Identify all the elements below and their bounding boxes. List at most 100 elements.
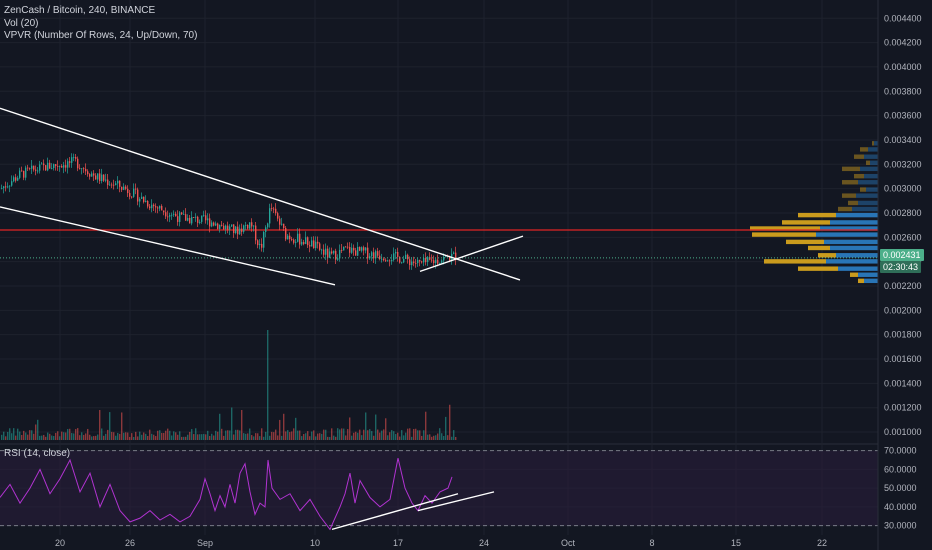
- candle-body: [201, 215, 203, 222]
- volume-bar: [135, 431, 137, 440]
- vpvr-up-bar: [836, 212, 878, 218]
- volume-bar: [343, 428, 345, 440]
- candle-body: [365, 247, 367, 251]
- candle-body: [351, 247, 353, 253]
- price-tick-label: 0.001400: [884, 378, 922, 388]
- volume-bar: [23, 430, 25, 440]
- volume-bar: [213, 435, 215, 440]
- volume-bar: [339, 429, 341, 440]
- last-price-tag: 0.002431: [880, 249, 924, 261]
- rsi-tick-label: 30.0000: [884, 521, 917, 531]
- volume-bar: [107, 429, 109, 440]
- candle-body: [453, 252, 455, 254]
- candle-body: [17, 177, 19, 181]
- volume-bar: [295, 417, 297, 440]
- candle-body: [107, 179, 109, 186]
- volume-bar: [103, 435, 105, 440]
- price-tick-label: 0.004400: [884, 13, 922, 23]
- volume-bar: [65, 432, 67, 440]
- candle-body: [259, 243, 261, 246]
- candle-body: [149, 206, 151, 209]
- volume-bar: [149, 429, 151, 440]
- candle-body: [219, 224, 221, 229]
- candle-body: [125, 186, 127, 189]
- volume-bar: [191, 429, 193, 440]
- volume-bar: [453, 430, 455, 440]
- candle-body: [255, 225, 257, 241]
- vpvr-down-bar: [818, 253, 836, 258]
- volume-bar: [125, 432, 127, 440]
- candle-body: [435, 259, 437, 264]
- candle-body: [205, 215, 207, 221]
- volume-bar: [385, 418, 387, 440]
- vpvr-down-bar: [782, 220, 830, 225]
- candle-body: [381, 258, 383, 260]
- vpvr-down-bar: [798, 212, 836, 218]
- time-tick-label: Sep: [197, 538, 213, 548]
- price-tick-label: 0.001600: [884, 354, 922, 364]
- symbol-title[interactable]: ZenCash / Bitcoin, 240, BINANCE: [4, 5, 156, 16]
- volume-bar: [155, 436, 157, 440]
- volume-bar: [237, 429, 239, 440]
- candle-body: [223, 225, 225, 230]
- volume-bar: [177, 434, 179, 440]
- volume-bar: [357, 432, 359, 440]
- vpvr-down-bar: [854, 173, 864, 179]
- volume-bar: [359, 429, 361, 440]
- volume-bar: [133, 436, 135, 440]
- candle-body: [181, 212, 183, 215]
- volume-bar: [83, 434, 85, 440]
- price-trendline: [419, 235, 524, 273]
- volume-bar: [297, 430, 299, 440]
- candle-body: [29, 168, 31, 170]
- candle-body: [263, 232, 265, 248]
- volume-bar: [387, 435, 389, 440]
- volume-bar: [301, 436, 303, 440]
- volume-bar: [349, 417, 351, 440]
- volume-bar: [43, 434, 45, 440]
- volume-bar: [411, 436, 413, 440]
- volume-bar: [353, 432, 355, 440]
- candle-body: [209, 218, 211, 227]
- volume-bar: [231, 407, 233, 440]
- vpvr-legend[interactable]: VPVR (Number Of Rows, 24, Up/Down, 70): [4, 30, 198, 41]
- candle-body: [353, 247, 355, 251]
- volume-bar: [311, 431, 313, 440]
- vpvr-down-bar: [842, 166, 860, 172]
- candle-body: [45, 165, 47, 171]
- volume-bar: [443, 435, 445, 440]
- candle-body: [439, 262, 441, 264]
- candle-body: [437, 259, 439, 264]
- volume-bar: [249, 428, 251, 440]
- candle-body: [123, 186, 125, 190]
- rsi-legend[interactable]: RSI (14, close): [4, 448, 71, 459]
- candle-body: [69, 161, 71, 163]
- candle-body: [19, 170, 21, 178]
- volume-bar: [363, 429, 365, 440]
- volume-bar: [347, 429, 349, 440]
- volume-bar: [241, 410, 243, 440]
- volume-bar: [239, 430, 241, 440]
- volume-bar: [27, 434, 29, 440]
- vpvr-down-bar: [808, 245, 830, 251]
- volume-bar: [97, 434, 99, 440]
- volume-bar: [321, 433, 323, 440]
- vpvr-up-bar: [866, 187, 878, 192]
- candle-body: [287, 235, 289, 240]
- volume-bar: [235, 429, 237, 440]
- candle-body: [53, 164, 55, 168]
- volume-bar: [309, 436, 311, 440]
- volume-bar: [7, 431, 9, 440]
- vol-legend[interactable]: Vol (20): [4, 18, 39, 29]
- volume-bar: [123, 432, 125, 440]
- candle-body: [15, 177, 17, 181]
- candle-body: [427, 257, 429, 263]
- volume-bar: [417, 430, 419, 440]
- candle-body: [327, 248, 329, 258]
- candle-body: [85, 168, 87, 172]
- volume-bar: [5, 436, 7, 440]
- candle-body: [403, 258, 405, 263]
- volume-bar: [337, 428, 339, 440]
- volume-bar: [445, 416, 447, 440]
